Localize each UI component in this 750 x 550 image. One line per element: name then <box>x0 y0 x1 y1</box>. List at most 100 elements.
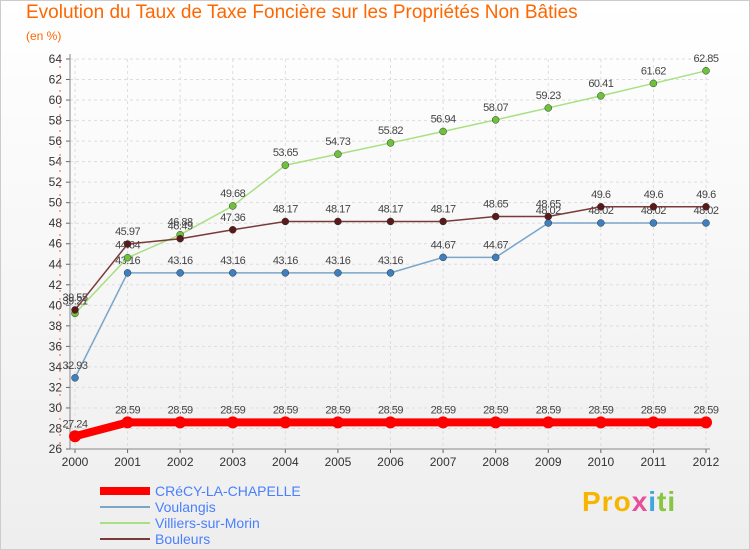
legend-item-villiers: Villiers-sur-Morin <box>100 515 301 531</box>
data-point <box>702 67 710 75</box>
data-label: 48.02 <box>536 205 561 217</box>
data-point <box>702 203 710 211</box>
data-label: 49.6 <box>696 189 716 201</box>
data-label: 48.65 <box>483 199 508 211</box>
data-point <box>334 150 342 158</box>
data-label: 49.6 <box>591 189 611 201</box>
legend-item-voulangis: Voulangis <box>100 499 301 515</box>
data-point <box>647 416 660 429</box>
data-point <box>174 416 187 429</box>
data-point <box>491 212 500 221</box>
legend-swatch <box>100 487 150 495</box>
data-label: 28.59 <box>115 404 140 416</box>
axis-dot <box>59 250 61 252</box>
axis-dot <box>59 386 61 388</box>
data-label: 28.59 <box>536 404 561 416</box>
data-label: 48.17 <box>273 203 298 215</box>
data-point <box>229 269 237 277</box>
data-label: 28.59 <box>483 404 508 416</box>
data-label: 28.59 <box>588 404 613 416</box>
x-tick-label: 2007 <box>430 455 457 469</box>
axis-dot <box>59 290 61 292</box>
data-point <box>226 416 239 429</box>
data-point <box>544 212 552 221</box>
data-point <box>542 416 555 429</box>
data-label: 43.16 <box>168 255 193 267</box>
data-label: 28.59 <box>220 404 245 416</box>
data-label: 46.88 <box>168 217 193 229</box>
data-label: 28.59 <box>693 404 718 416</box>
y-tick-label: 28 <box>49 421 63 435</box>
axis-dot <box>59 418 61 420</box>
data-point <box>334 217 342 226</box>
data-point <box>649 219 658 227</box>
x-tick-label: 2009 <box>535 455 562 469</box>
y-tick-label: 26 <box>49 442 63 456</box>
y-tick-label: 44 <box>49 257 63 271</box>
axis-dot <box>59 282 61 284</box>
data-label: 44.67 <box>483 239 508 251</box>
axis-dot <box>59 378 61 380</box>
data-label: 43.16 <box>325 255 350 267</box>
x-tick-label: 2010 <box>587 455 614 469</box>
data-point <box>176 269 184 277</box>
axis-dot <box>59 186 61 188</box>
data-point <box>544 104 552 112</box>
data-point <box>71 306 79 314</box>
axis-dot <box>59 426 61 428</box>
axis-dot <box>59 194 61 196</box>
axis-dot <box>59 354 61 356</box>
axis-dot <box>59 202 61 204</box>
data-label: 28.59 <box>431 404 456 416</box>
axis-dot <box>59 338 61 340</box>
x-tick-label: 2011 <box>641 455 667 469</box>
axis-dot <box>59 130 61 132</box>
data-label: 28.59 <box>641 404 666 416</box>
y-tick-label: 38 <box>49 319 63 333</box>
legend-label: CRéCY-LA-CHAPELLE <box>155 483 301 499</box>
x-tick-label: 2004 <box>272 455 299 469</box>
data-label: 43.16 <box>378 255 403 267</box>
data-point <box>229 226 237 234</box>
data-label: 43.16 <box>273 255 298 267</box>
y-tick-label: 34 <box>49 360 63 374</box>
x-tick-label: 2000 <box>62 455 89 469</box>
axis-dot <box>59 74 61 76</box>
y-axis-unit: (en %) <box>26 29 62 43</box>
x-tick-label: 2003 <box>219 455 246 469</box>
legend-label: Voulangis <box>155 499 216 515</box>
data-point <box>649 79 658 88</box>
data-point <box>489 416 502 429</box>
data-label: 28.59 <box>325 404 350 416</box>
axis-dot <box>59 362 61 364</box>
y-tick-label: 40 <box>49 298 63 312</box>
axis-dot <box>59 314 61 316</box>
axis-dot <box>59 146 61 148</box>
axis-dot <box>59 442 61 444</box>
y-tick-label: 60 <box>49 93 63 107</box>
data-label: 45.97 <box>115 226 140 238</box>
data-label: 58.07 <box>483 102 508 114</box>
axis-dot <box>59 330 61 332</box>
data-label: 48.65 <box>536 199 561 211</box>
x-tick-label: 2002 <box>167 455 194 469</box>
data-label: 48.17 <box>325 203 350 215</box>
axis-dot <box>59 210 61 212</box>
data-label: 48.17 <box>431 203 456 215</box>
data-point <box>439 127 447 136</box>
axis-dot <box>59 66 61 68</box>
legend-swatch <box>100 522 150 524</box>
data-point <box>331 416 344 429</box>
data-label: 48.02 <box>693 205 718 217</box>
axis-dot <box>59 106 61 108</box>
data-point <box>386 269 395 277</box>
y-tick-label: 42 <box>49 278 63 292</box>
data-label: 49.6 <box>644 189 664 201</box>
axis-dot <box>59 274 61 276</box>
y-tick-label: 64 <box>49 52 63 66</box>
data-label: 43.16 <box>220 255 245 267</box>
data-label: 49.68 <box>220 188 245 200</box>
axis-dot <box>59 266 61 268</box>
data-point <box>334 269 342 277</box>
